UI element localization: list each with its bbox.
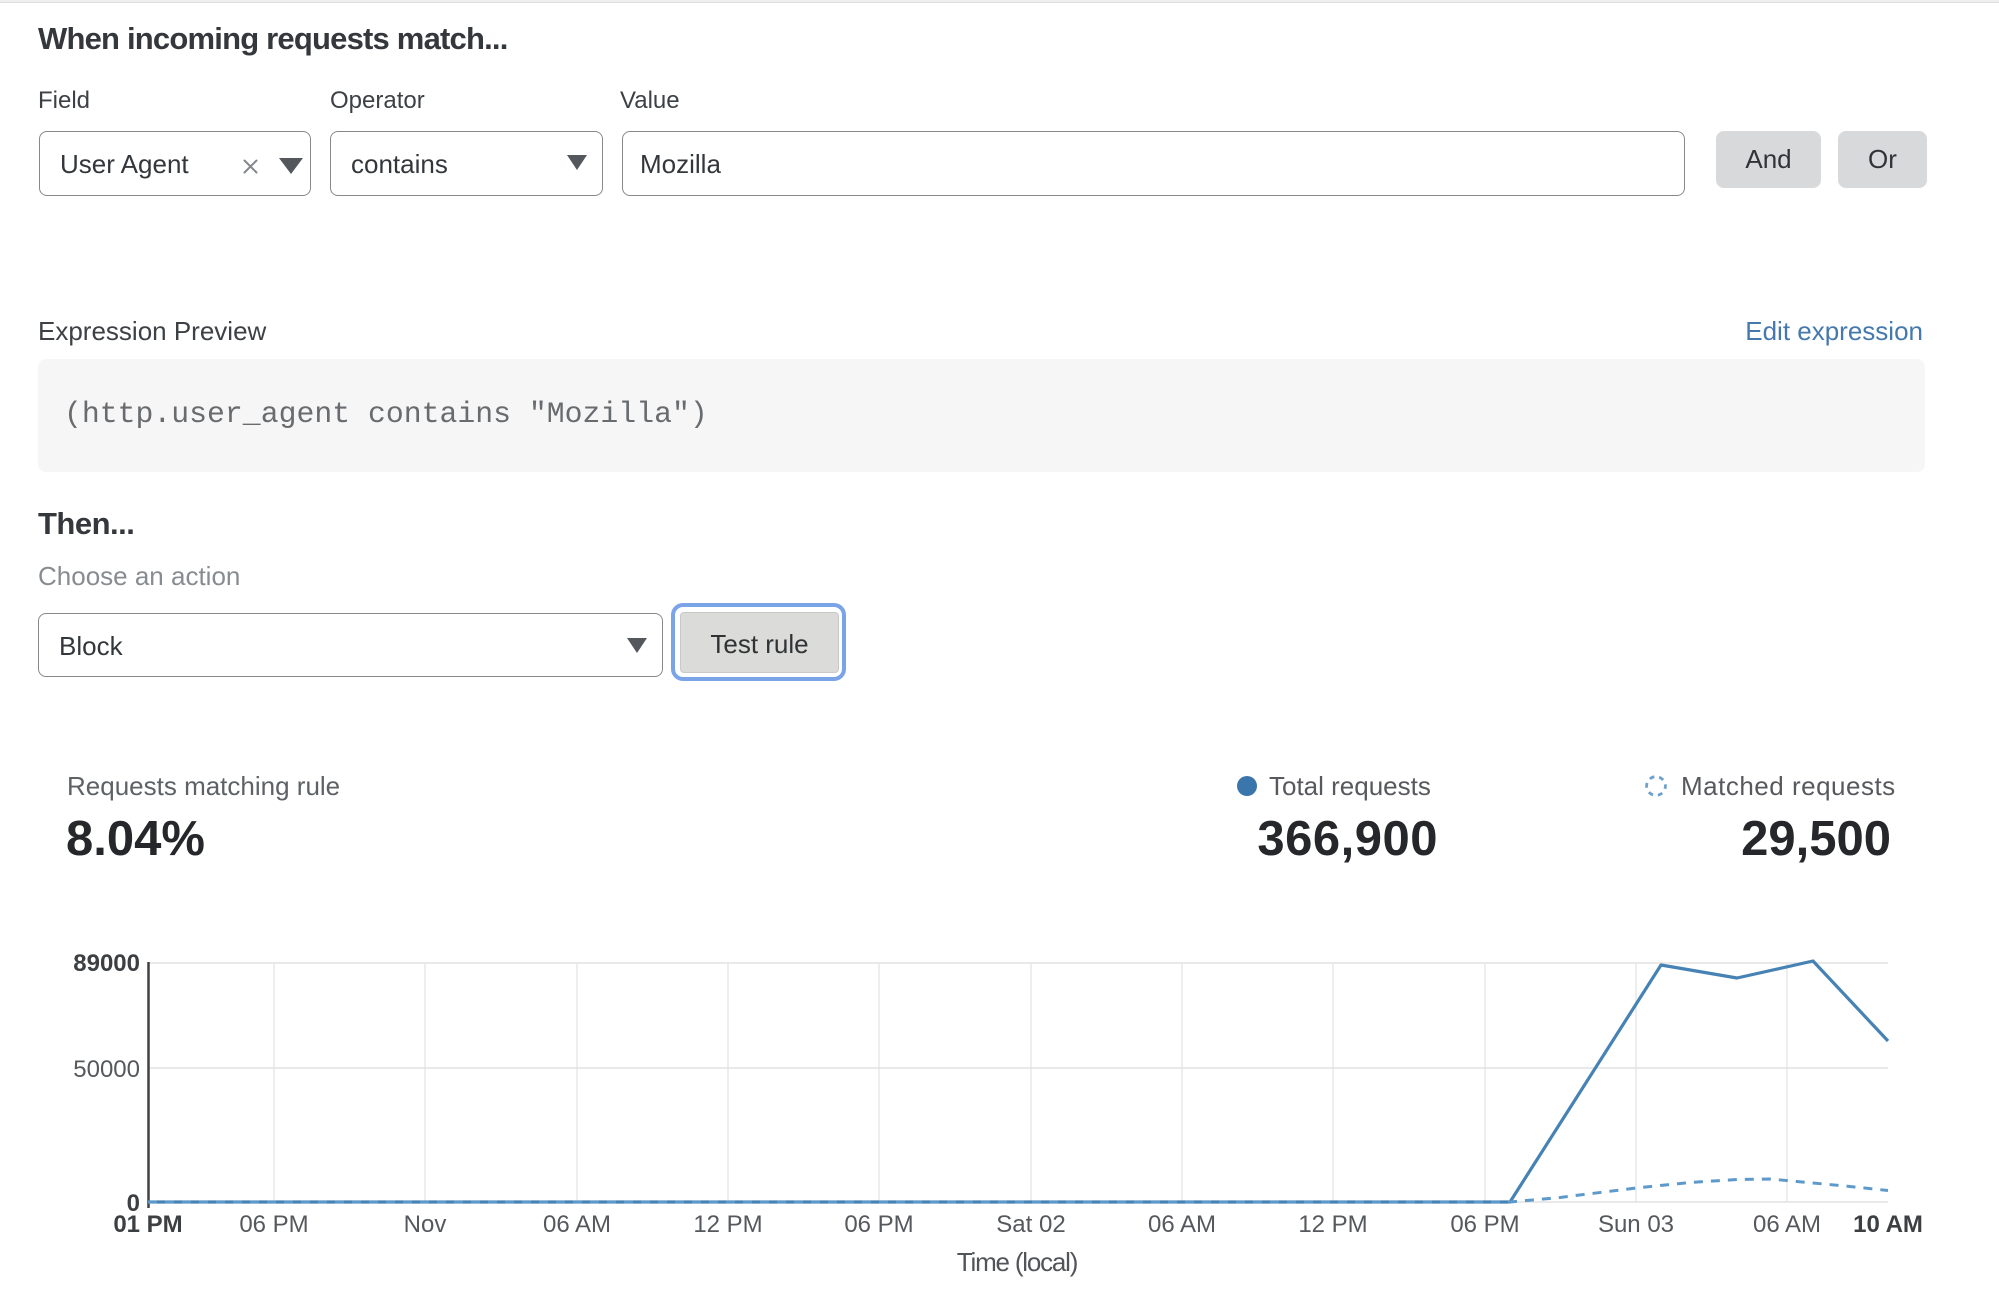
svg-text:06 AM: 06 AM [543, 1211, 611, 1238]
svg-text:06 AM: 06 AM [1148, 1211, 1216, 1238]
svg-text:01 PM: 01 PM [113, 1211, 182, 1238]
svg-text:0: 0 [127, 1190, 140, 1217]
svg-text:Sat 02: Sat 02 [996, 1211, 1065, 1238]
svg-text:12 PM: 12 PM [693, 1211, 762, 1238]
svg-text:Sun 03: Sun 03 [1598, 1211, 1674, 1238]
svg-text:10 AM: 10 AM [1853, 1211, 1923, 1238]
svg-text:12 PM: 12 PM [1298, 1211, 1367, 1238]
svg-text:06 PM: 06 PM [844, 1211, 913, 1238]
svg-text:06 PM: 06 PM [1450, 1211, 1519, 1238]
svg-text:06 AM: 06 AM [1753, 1211, 1821, 1238]
svg-text:06 PM: 06 PM [239, 1211, 308, 1238]
svg-text:Time (local): Time (local) [957, 1247, 1078, 1277]
svg-text:89000: 89000 [73, 950, 140, 977]
svg-text:Nov: Nov [404, 1211, 447, 1238]
svg-text:50000: 50000 [73, 1056, 140, 1083]
